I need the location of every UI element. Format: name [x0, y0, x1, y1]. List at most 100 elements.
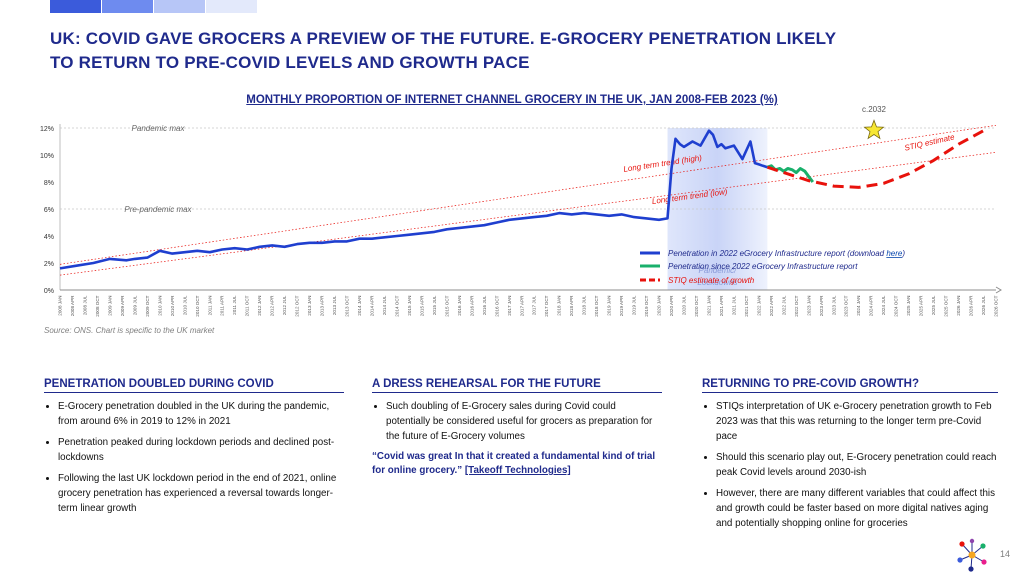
y-tick-label: 10%	[40, 153, 54, 160]
x-tick-label: 2016 OCT	[494, 295, 499, 316]
header-bar-2	[102, 0, 153, 13]
bullet-list-returning: STIQs interpretation of UK e-Grocery pen…	[702, 399, 998, 531]
x-tick-label: 2023 JUL	[831, 295, 836, 315]
x-tick-label: 2008 APR	[70, 295, 75, 316]
x-tick-label: 2018 JUL	[582, 295, 587, 315]
x-tick-label: 2019 OCT	[644, 295, 649, 316]
pandemic-label-line-1: Pandemic/	[699, 266, 738, 275]
bullet-item: However, there are many different variab…	[716, 486, 998, 531]
column-returning: RETURNING TO PRE-COVID GROWTH? STIQs int…	[702, 378, 998, 537]
header-bar-1	[50, 0, 101, 13]
legend-label-1: Penetration in 2022 eGrocery Infrastruct…	[668, 249, 905, 258]
x-tick-label: 2009 JUL	[132, 295, 137, 315]
x-tick-label: 2015 OCT	[444, 295, 449, 316]
series-line-3	[766, 129, 985, 189]
x-tick-label: 2012 JUL	[282, 295, 287, 315]
x-tick-label: 2014 JUL	[382, 295, 387, 315]
x-tick-label: 2018 APR	[569, 295, 574, 316]
y-tick-label: 6%	[44, 207, 54, 214]
x-tick-label: 2022 OCT	[794, 295, 799, 316]
x-tick-label: 2024 OCT	[894, 295, 899, 316]
quote-text: “Covid was great In that it created a fu…	[372, 451, 656, 476]
bullet-list-rehearsal: Such doubling of E-Grocery sales during …	[372, 399, 662, 444]
y-tick-label: 0%	[44, 288, 54, 295]
x-tick-label: 2016 JUL	[482, 295, 487, 315]
x-tick-label: 2010 JUL	[182, 295, 187, 315]
y-tick-label: 2%	[44, 261, 54, 268]
bullet-item: Following the last UK lockdown period in…	[58, 471, 344, 516]
x-tick-label: 2022 JAN	[756, 296, 761, 316]
column-rehearsal: A DRESS REHEARSAL FOR THE FUTURE Such do…	[372, 378, 662, 478]
x-tick-label: 2011 APR	[220, 295, 225, 316]
x-tick-label: 2014 APR	[370, 295, 375, 316]
legend-label-3: STIQ estimate of growth	[668, 276, 755, 285]
series-line-1	[59, 129, 768, 270]
page-title: UK: COVID GAVE GROCERS A PREVIEW OF THE …	[50, 27, 870, 75]
x-tick-label: 2021 JUL	[731, 295, 736, 315]
y-tick-label: 12%	[40, 126, 54, 133]
x-tick-label: 2016 JAN	[457, 296, 462, 316]
x-tick-label: 2009 OCT	[145, 295, 150, 316]
page-number: 14	[1000, 549, 1011, 559]
title-line-1: UK: COVID GAVE GROCERS A PREVIEW OF THE …	[50, 29, 837, 48]
pandemic-label-line-2: Lockdowns	[697, 278, 737, 287]
x-tick-label: 2018 OCT	[594, 295, 599, 316]
x-tick-label: 2019 JUL	[632, 295, 637, 315]
x-tick-label: 2011 OCT	[245, 295, 250, 316]
source-note: Source: ONS. Chart is specific to the UK…	[44, 326, 215, 335]
x-tick-label: 2012 JAN	[257, 296, 262, 316]
x-tick-label: 2009 APR	[120, 295, 125, 316]
x-tick-label: 2022 JUL	[781, 295, 786, 315]
reference-line-label: Pandemic max	[132, 124, 186, 133]
x-tick-label: 2009 JAN	[107, 296, 112, 316]
x-tick-label: 2020 OCT	[694, 295, 699, 316]
header-bar-3	[154, 0, 205, 13]
bullet-item: Should this scenario play out, E-Grocery…	[716, 450, 998, 480]
star-label: c.2032	[862, 105, 887, 114]
x-tick-label: 2021 OCT	[744, 295, 749, 316]
x-tick-label: 2015 APR	[419, 295, 424, 316]
x-tick-label: 2022 APR	[769, 295, 774, 316]
x-axis-arrow	[995, 286, 1002, 294]
x-tick-label: 2016 APR	[469, 295, 474, 316]
x-tick-label: 2023 OCT	[844, 295, 849, 316]
legend-download-link[interactable]: here	[886, 249, 903, 258]
x-tick-label: 2025 JUL	[931, 295, 936, 315]
bullet-item: STIQs interpretation of UK e-Grocery pen…	[716, 399, 998, 444]
x-tick-label: 2015 JUL	[432, 295, 437, 315]
x-tick-label: 2013 OCT	[345, 295, 350, 316]
quote-source-link[interactable]: [Takeoff Technologies]	[464, 465, 571, 476]
x-tick-label: 2014 OCT	[394, 295, 399, 316]
x-tick-label: 2017 OCT	[544, 295, 549, 316]
x-tick-label: 2021 APR	[719, 295, 724, 316]
x-tick-label: 2019 JAN	[607, 296, 612, 316]
y-tick-label: 4%	[44, 234, 54, 241]
x-tick-label: 2015 JAN	[407, 296, 412, 316]
x-tick-label: 2017 JUL	[532, 295, 537, 315]
x-tick-label: 2019 APR	[619, 295, 624, 316]
x-tick-label: 2011 JUL	[232, 295, 237, 315]
x-tick-label: 2025 OCT	[944, 295, 949, 316]
x-tick-label: 2023 JAN	[806, 296, 811, 316]
reference-line-label: Pre-pandemic max	[124, 205, 192, 214]
x-tick-label: 2011 JAN	[207, 296, 212, 316]
x-tick-label: 2020 APR	[669, 295, 674, 316]
bullet-list-penetration: E-Grocery penetration doubled in the UK …	[44, 399, 344, 516]
x-tick-label: 2024 JUL	[881, 295, 886, 315]
x-tick-label: 2017 APR	[519, 295, 524, 316]
x-tick-label: 2026 APR	[969, 295, 974, 316]
x-tick-label: 2008 JAN	[58, 296, 63, 316]
x-tick-label: 2010 JAN	[157, 296, 162, 316]
title-line-2: TO RETURN TO PRE-COVID LEVELS AND GROWTH…	[50, 53, 530, 72]
x-tick-label: 2021 JAN	[706, 296, 711, 316]
x-tick-label: 2023 APR	[819, 295, 824, 316]
x-tick-label: 2008 JUL	[82, 295, 87, 315]
x-tick-label: 2010 OCT	[195, 295, 200, 316]
x-tick-label: 2012 APR	[270, 295, 275, 316]
column-penetration: PENETRATION DOUBLED DURING COVID E-Groce…	[44, 378, 344, 522]
x-tick-label: 2018 JAN	[557, 296, 562, 316]
x-tick-label: 2013 JAN	[307, 296, 312, 316]
column-heading-returning: RETURNING TO PRE-COVID GROWTH?	[702, 378, 998, 393]
header-bar-4	[206, 0, 257, 13]
